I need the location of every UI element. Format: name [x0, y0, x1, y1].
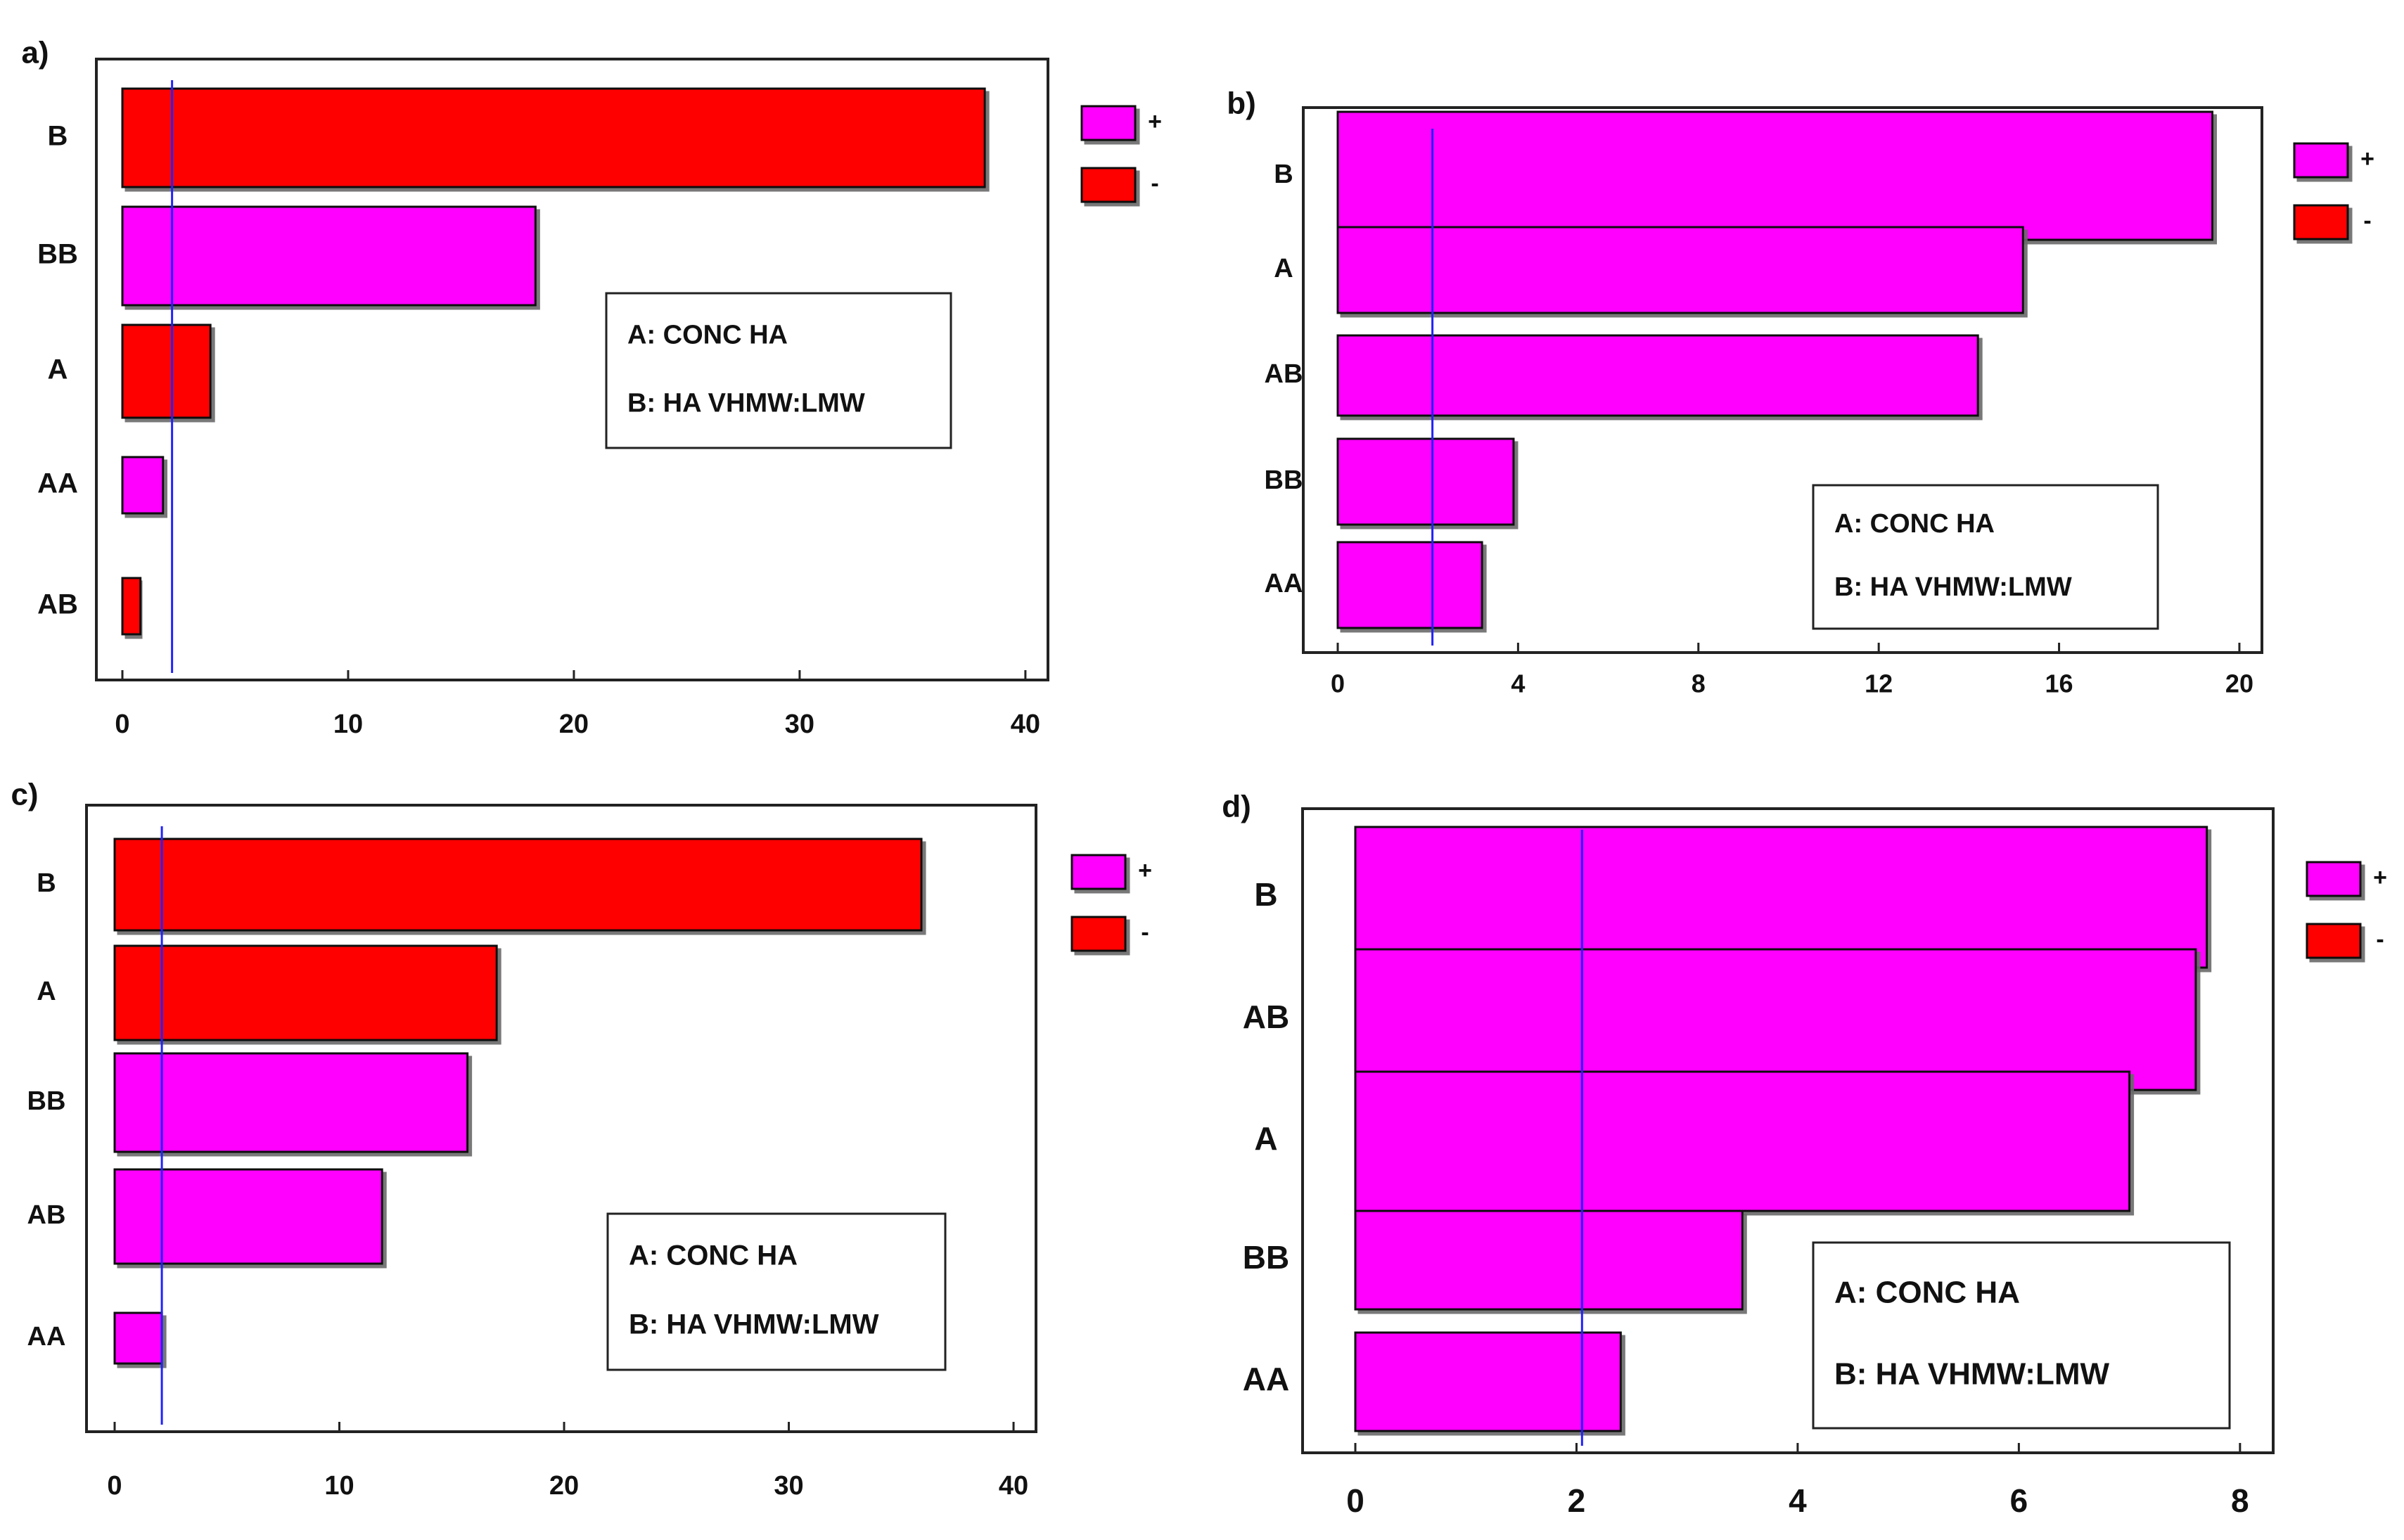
- bar-bb: [1336, 437, 1515, 526]
- bar-a: [113, 944, 498, 1041]
- bar-b: [113, 838, 923, 932]
- legend-label-positive: +: [1138, 857, 1152, 884]
- x-tick-label: 8: [2231, 1482, 2249, 1519]
- legend-swatch-negative: [2293, 204, 2349, 240]
- x-tick-label: 8: [1692, 669, 1706, 698]
- x-tick-label: 0: [107, 1471, 122, 1501]
- category-label: BB: [1265, 466, 1303, 495]
- category-label: A: [37, 977, 56, 1006]
- bar-ab: [1354, 948, 2197, 1091]
- category-label: A: [48, 354, 68, 385]
- factor-key-box: [606, 1212, 947, 1371]
- category-label: B: [48, 121, 68, 152]
- category-label: AB: [27, 1200, 66, 1230]
- category-label: AB: [1243, 999, 1289, 1035]
- x-tick-label: 10: [333, 710, 363, 739]
- x-tick-label: 12: [1865, 669, 1893, 698]
- bar-aa: [1336, 541, 1483, 629]
- factor-key-b: B: HA VHMW:LMW: [629, 1309, 879, 1340]
- factor-key-a: A: CONC HA: [627, 321, 788, 350]
- x-tick-label: 20: [549, 1471, 579, 1501]
- bar-ab: [113, 1168, 383, 1265]
- legend-label-negative: -: [1151, 170, 1158, 197]
- chart-panel-b: b) B A AB BB AA 0 4 8 12 16 20 + - A: CONC HA B: HA VHM…: [1227, 86, 2374, 698]
- bar-aa: [121, 456, 165, 515]
- legend-swatch-positive: [1070, 854, 1127, 890]
- category-label: B: [1274, 160, 1293, 189]
- x-tick-label: 4: [1511, 669, 1525, 698]
- factor-key-a: A: CONC HA: [1834, 509, 1995, 539]
- x-tick-label: 40: [999, 1471, 1028, 1501]
- legend-label-positive: +: [2373, 864, 2387, 891]
- bar-aa: [113, 1311, 163, 1365]
- category-label: AA: [27, 1322, 66, 1352]
- bar-bb: [1354, 1209, 1744, 1311]
- legend-label-negative: -: [2363, 207, 2371, 234]
- category-label: A: [1274, 254, 1293, 283]
- chart-panel-c: c) B A BB AB AA 0 10 20 30 40 + - A: CONC HA B: HA VHM…: [11, 778, 1151, 1501]
- factor-key-a: A: CONC HA: [629, 1240, 798, 1271]
- x-tick-label: 6: [2010, 1482, 2028, 1519]
- category-label: B: [1254, 876, 1277, 913]
- legend-swatch-positive: [2306, 861, 2362, 897]
- x-tick-label: 0: [115, 710, 129, 739]
- x-tick-label: 10: [324, 1471, 354, 1501]
- bar-aa: [1354, 1331, 1622, 1432]
- bar-b: [121, 87, 986, 188]
- panel-label: b): [1227, 86, 1256, 121]
- category-label: AB: [1265, 359, 1303, 389]
- factor-key-box: [605, 292, 952, 449]
- bar-bb: [121, 205, 537, 307]
- legend-label-positive: +: [2360, 146, 2374, 172]
- x-tick-label: 0: [1346, 1482, 1364, 1519]
- x-tick-label: 40: [1011, 710, 1040, 739]
- x-tick-label: 30: [774, 1471, 803, 1501]
- bar-ab: [121, 577, 142, 636]
- category-label: AB: [37, 589, 78, 620]
- x-tick-label: 0: [1331, 669, 1345, 698]
- bar-b: [1336, 110, 2213, 241]
- bar-a: [121, 323, 212, 419]
- legend-swatch-negative: [1070, 916, 1127, 952]
- category-label: AA: [1265, 569, 1303, 598]
- category-label: BB: [37, 239, 78, 270]
- category-label: A: [1254, 1120, 1277, 1157]
- factor-key-box: [1812, 484, 2159, 630]
- panel-label: a): [21, 36, 49, 70]
- category-label: BB: [27, 1086, 66, 1116]
- category-label: B: [37, 868, 56, 898]
- factor-key-b: B: HA VHMW:LMW: [1834, 1357, 2109, 1392]
- bar-a: [1336, 226, 2024, 314]
- legend-swatch-positive: [2293, 142, 2349, 179]
- panel-label: c): [11, 778, 38, 812]
- legend-label-positive: +: [1148, 108, 1162, 135]
- legend-swatch-positive: [1080, 105, 1137, 141]
- x-tick-label: 4: [1789, 1482, 1807, 1519]
- factor-key-b: B: HA VHMW:LMW: [1834, 572, 2072, 602]
- category-label: AA: [1243, 1361, 1289, 1397]
- chart-panel-d: d) B AB A BB AA 0 2 4 6 8 + - A: CONC HA B: HA VHMW:LM…: [1222, 790, 2387, 1520]
- x-tick-label: 30: [785, 710, 814, 739]
- legend-label-negative: -: [1141, 919, 1149, 946]
- x-tick-label: 2: [1568, 1482, 1586, 1519]
- bar-a: [1354, 1070, 2131, 1212]
- factor-key-a: A: CONC HA: [1834, 1276, 2020, 1310]
- category-label: BB: [1243, 1239, 1289, 1276]
- bar-bb: [113, 1052, 469, 1153]
- x-tick-label: 20: [2225, 669, 2253, 698]
- legend-swatch-negative: [2306, 923, 2362, 959]
- legend-label-negative: -: [2376, 926, 2384, 953]
- factor-key-box: [1812, 1241, 2231, 1430]
- legend-swatch-negative: [1080, 167, 1137, 203]
- category-label: AA: [37, 468, 78, 499]
- x-tick-label: 20: [559, 710, 589, 739]
- x-tick-label: 16: [2045, 669, 2073, 698]
- bar-b: [1354, 826, 2208, 969]
- bar-ab: [1336, 334, 1979, 417]
- panel-label: d): [1222, 790, 1251, 824]
- factor-key-b: B: HA VHMW:LMW: [627, 388, 865, 418]
